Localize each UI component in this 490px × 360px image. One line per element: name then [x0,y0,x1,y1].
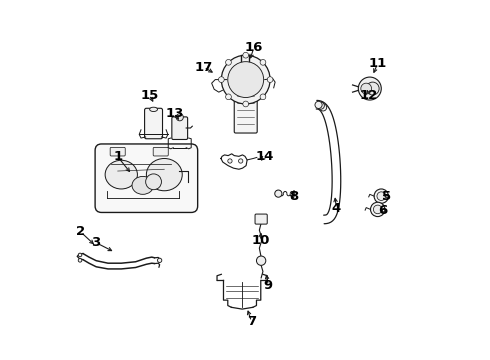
Text: 5: 5 [382,190,391,203]
Circle shape [225,94,231,100]
Text: 17: 17 [195,60,213,73]
Text: 8: 8 [289,190,298,203]
Ellipse shape [147,158,182,191]
FancyBboxPatch shape [172,117,188,139]
Circle shape [176,114,183,121]
Circle shape [78,258,82,262]
Circle shape [317,102,324,109]
Text: 1: 1 [113,150,122,163]
Ellipse shape [149,107,157,112]
Circle shape [358,77,381,100]
Text: 6: 6 [378,204,388,217]
Circle shape [275,190,282,197]
Text: 15: 15 [141,89,159,102]
FancyBboxPatch shape [153,147,168,156]
Text: 7: 7 [247,315,256,328]
FancyBboxPatch shape [110,147,125,156]
FancyBboxPatch shape [145,108,163,139]
Circle shape [239,159,243,163]
Circle shape [78,253,82,257]
Circle shape [370,202,385,217]
Text: 14: 14 [256,150,274,163]
Text: 12: 12 [360,89,378,102]
Circle shape [228,62,264,98]
Text: 2: 2 [76,225,85,238]
Circle shape [260,59,266,65]
Circle shape [219,77,224,82]
FancyBboxPatch shape [234,76,257,133]
Circle shape [221,55,270,104]
Text: 16: 16 [245,41,263,54]
Text: 9: 9 [264,279,273,292]
Circle shape [157,258,162,262]
Circle shape [228,159,232,163]
Text: 10: 10 [251,234,270,247]
Text: 3: 3 [92,236,101,249]
Circle shape [146,174,161,190]
Circle shape [373,205,382,214]
Circle shape [260,94,266,100]
FancyBboxPatch shape [255,214,267,224]
FancyBboxPatch shape [95,144,197,212]
Circle shape [361,83,371,94]
Circle shape [374,189,389,203]
Ellipse shape [105,160,137,189]
Text: 13: 13 [166,107,184,120]
Circle shape [243,52,248,58]
Circle shape [267,77,273,82]
Ellipse shape [132,176,153,194]
Circle shape [243,101,248,107]
Circle shape [225,59,231,65]
Text: 11: 11 [368,57,387,70]
Circle shape [315,101,322,108]
Circle shape [256,256,266,265]
Circle shape [319,104,327,111]
Text: 4: 4 [332,202,341,215]
Circle shape [377,192,386,201]
Circle shape [366,82,379,95]
